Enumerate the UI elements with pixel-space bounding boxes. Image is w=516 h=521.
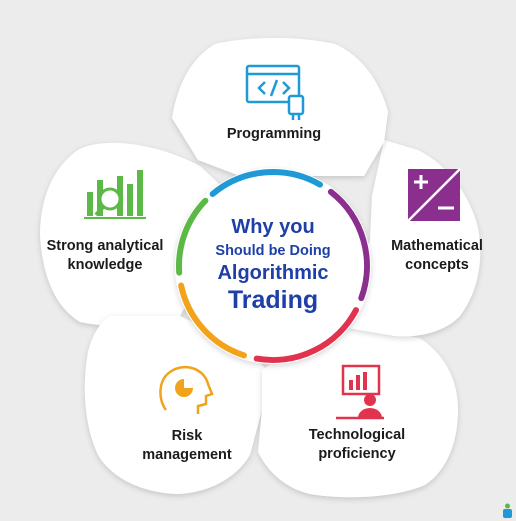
label-programming: Programming: [226, 126, 322, 142]
ring-segment-mathematical: [327, 188, 370, 302]
center-title-line2: Should be Doing: [215, 243, 331, 259]
brand-logo-icon: [503, 503, 512, 518]
label-analytical-line2: knowledge: [67, 257, 143, 273]
petal-risk: [84, 316, 268, 494]
plus-minus-icon: [407, 168, 461, 222]
presenter-chart-icon: [336, 364, 384, 420]
label-analytical-line1: Strong analytical: [46, 238, 164, 254]
label-mathematical-line2: concepts: [405, 257, 469, 273]
ring-segment-programming: [209, 169, 323, 197]
center-title-line4: Trading: [227, 286, 319, 314]
label-risk-line2: management: [142, 447, 232, 463]
label-technological-line1: Technological: [308, 427, 406, 443]
head-pie-chart-icon: [159, 365, 214, 414]
center-title-line3: Algorithmic: [217, 262, 329, 284]
petal-programming: [172, 38, 388, 176]
bar-chart-magnifier-icon: [84, 170, 146, 219]
petal-technological: [258, 326, 458, 498]
center-disc: [175, 168, 371, 364]
center-title-line1: Why you: [231, 216, 315, 238]
ring-segment-risk: [178, 282, 247, 359]
label-mathematical-line1: Mathematical: [391, 238, 483, 254]
code-usb-icon: [245, 64, 305, 120]
ring-segment-analytical: [175, 197, 209, 276]
label-technological-line2: proficiency: [318, 446, 396, 462]
ring-segment-technological: [253, 307, 359, 364]
label-risk-line1: Risk: [171, 428, 203, 444]
